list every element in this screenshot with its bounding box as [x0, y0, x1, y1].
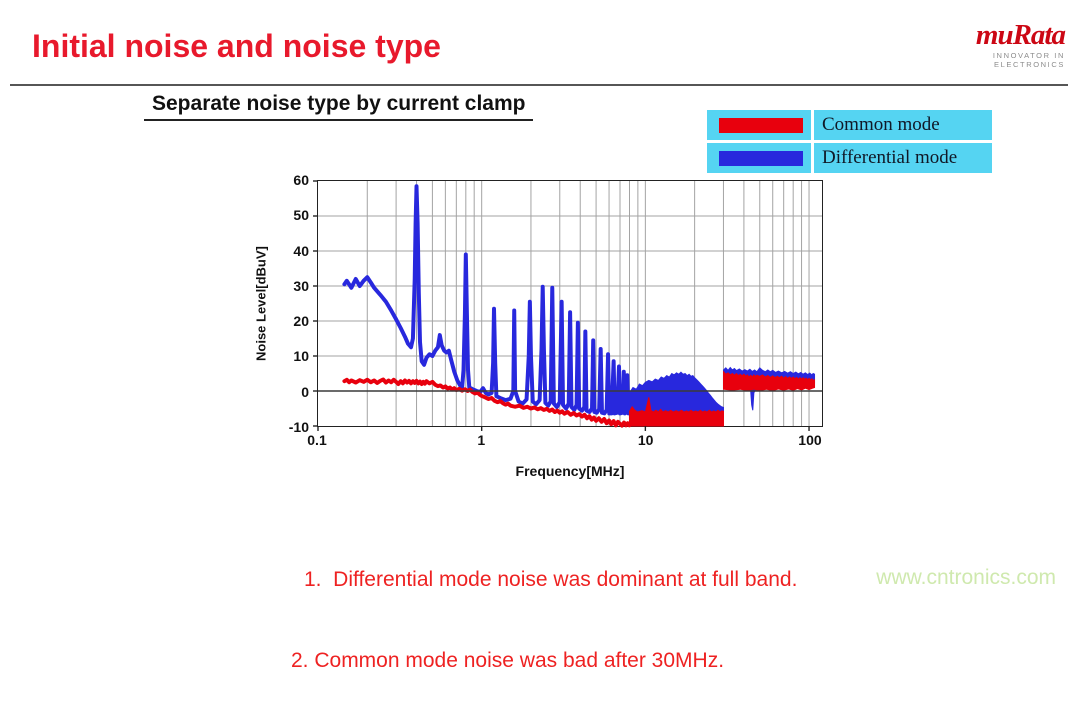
murata-logo-tagline: INNOVATOR IN ELECTRONICS: [992, 51, 1065, 69]
legend-label-differential-mode: Differential mode: [822, 147, 958, 168]
legend-item-differential-mode: Differential mode: [707, 143, 992, 173]
differential-mode-swatch: [719, 150, 803, 166]
legend-item-common-mode: Common mode: [707, 110, 992, 140]
x-tick-1: 1: [477, 432, 486, 448]
legend-swatch-cell: [707, 110, 811, 140]
chart-legend: Common mode Differential mode: [707, 110, 992, 176]
y-tick-50: 50: [293, 207, 309, 224]
chart-subtitle: Separate noise type by current clamp: [144, 92, 534, 121]
note-line-1: 1. Differential mode noise was dominant …: [304, 568, 798, 591]
legend-swatch-cell: [707, 143, 811, 173]
y-tick-10: 10: [293, 348, 309, 365]
note-line-2: 2. Common mode noise was bad after 30MHz…: [291, 649, 725, 672]
watermark: www.cntronics.com: [876, 566, 1056, 589]
x-tick-100: 100: [798, 432, 822, 448]
page-title: Initial noise and noise type: [32, 28, 441, 64]
legend-label-common-mode: Common mode: [822, 114, 940, 135]
noise-level-chart: -10 0 10 20 30 40 50 60 0.1 1 10 100 Noise Level[d…: [254, 172, 823, 479]
legend-label-cell: Common mode: [814, 110, 992, 140]
murata-logo-brand: muRata: [975, 19, 1066, 51]
title-divider: [10, 84, 1068, 86]
y-tick-30: 30: [293, 277, 309, 294]
y-tick--10: -10: [288, 419, 309, 435]
murata-logo: muRata INNOVATOR IN ELECTRONICS: [920, 19, 1066, 70]
x-tick-0.1: 0.1: [307, 432, 327, 448]
chart-plot-area: [313, 180, 823, 431]
conclusion-notes: 1. Differential mode noise was dominant …: [291, 512, 797, 701]
y-tick-0: 0: [301, 383, 309, 400]
y-axis-title: Noise Level[dBuV]: [253, 246, 269, 361]
y-tick-40: 40: [293, 242, 309, 259]
x-axis-title: Frequency[MHz]: [515, 463, 625, 479]
common-mode-swatch: [719, 117, 803, 133]
y-tick-20: 20: [293, 313, 309, 330]
x-tick-10: 10: [637, 432, 654, 448]
y-tick-60: 60: [293, 172, 309, 188]
legend-label-cell: Differential mode: [814, 143, 992, 173]
